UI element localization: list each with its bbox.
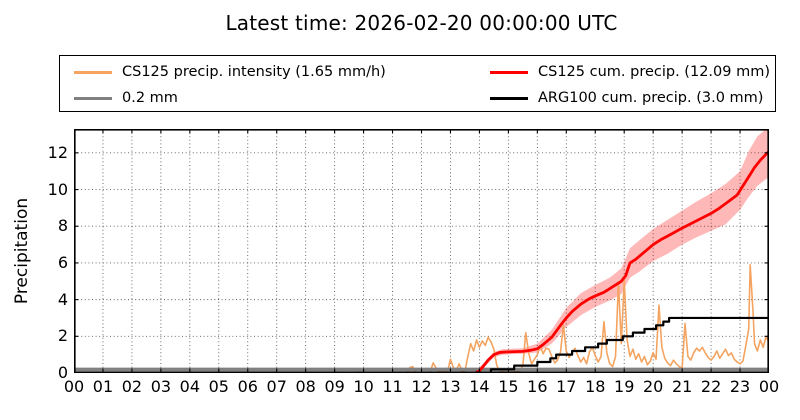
y-tick-label: 4: [57, 289, 68, 309]
legend-label-arg100-cum: ARG100 cum. precip. (3.0 mm): [538, 90, 764, 106]
x-tick-label: 04: [179, 377, 201, 396]
red-line-swatch: [490, 70, 528, 74]
x-tick-label: 14: [469, 377, 490, 396]
x-tick-label: 19: [614, 377, 635, 396]
cs125-cum-line: [74, 150, 769, 373]
plot-area: [74, 129, 769, 373]
legend-label-cs125-intensity: CS125 precip. intensity (1.65 mm/h): [122, 64, 386, 80]
plot-frame: [74, 129, 769, 373]
y-tick-label: 6: [57, 252, 68, 272]
x-tick-label: 06: [237, 377, 258, 396]
y-tick-label: 12: [47, 142, 68, 162]
x-tick-label: 01: [92, 377, 114, 396]
y-axis-label: Precipitation: [12, 197, 32, 305]
chart-title: Latest time: 2026-02-20 00:00:00 UTC: [225, 11, 618, 35]
x-tick-label: 00: [63, 377, 85, 396]
legend-label-cs125-cum: CS125 cum. precip. (12.09 mm): [538, 64, 770, 80]
x-tick-label: 10: [353, 377, 374, 396]
gray-line-swatch: [74, 96, 112, 100]
x-tick-label: 03: [150, 377, 172, 396]
x-tick-label: 18: [585, 377, 606, 396]
x-tick-label: 15: [498, 377, 519, 396]
black-line-swatch: [490, 96, 528, 100]
x-tick-label: 23: [729, 377, 751, 396]
y-tick-label: 2: [57, 326, 68, 346]
y-tick-label: 0: [57, 363, 68, 382]
x-tick-label: 09: [324, 377, 345, 396]
x-tick-label: 21: [671, 377, 693, 396]
legend-item-threshold: 0.2 mm: [74, 87, 178, 109]
x-tick-label: 00: [758, 377, 780, 396]
legend-label-threshold: 0.2 mm: [122, 90, 178, 106]
legend-item-arg100-cum: ARG100 cum. precip. (3.0 mm): [490, 87, 763, 109]
x-tick-label: 17: [556, 377, 577, 396]
x-tick-label: 20: [642, 377, 664, 396]
x-tick-label: 12: [411, 377, 432, 396]
x-tick-label: 02: [121, 377, 143, 396]
arg100-cum-line: [74, 316, 769, 373]
y-tick-label: 8: [57, 216, 68, 236]
x-tick-label: 11: [382, 377, 403, 396]
legend: CS125 precip. intensity (1.65 mm/h) 0.2 …: [59, 55, 776, 112]
plot-canvas: [74, 129, 769, 373]
y-tick-label: 10: [47, 179, 68, 199]
legend-item-cs125-cum: CS125 cum. precip. (12.09 mm): [490, 61, 770, 83]
legend-item-cs125-intensity: CS125 precip. intensity (1.65 mm/h): [74, 61, 386, 83]
x-tick-label: 05: [208, 377, 229, 396]
x-tick-label: 22: [700, 377, 722, 396]
x-tick-label: 16: [527, 377, 548, 396]
x-tick-label: 07: [266, 377, 287, 396]
orange-line-swatch: [74, 70, 112, 74]
x-tick-label: 13: [440, 377, 461, 396]
x-tick-label: 08: [295, 377, 316, 396]
